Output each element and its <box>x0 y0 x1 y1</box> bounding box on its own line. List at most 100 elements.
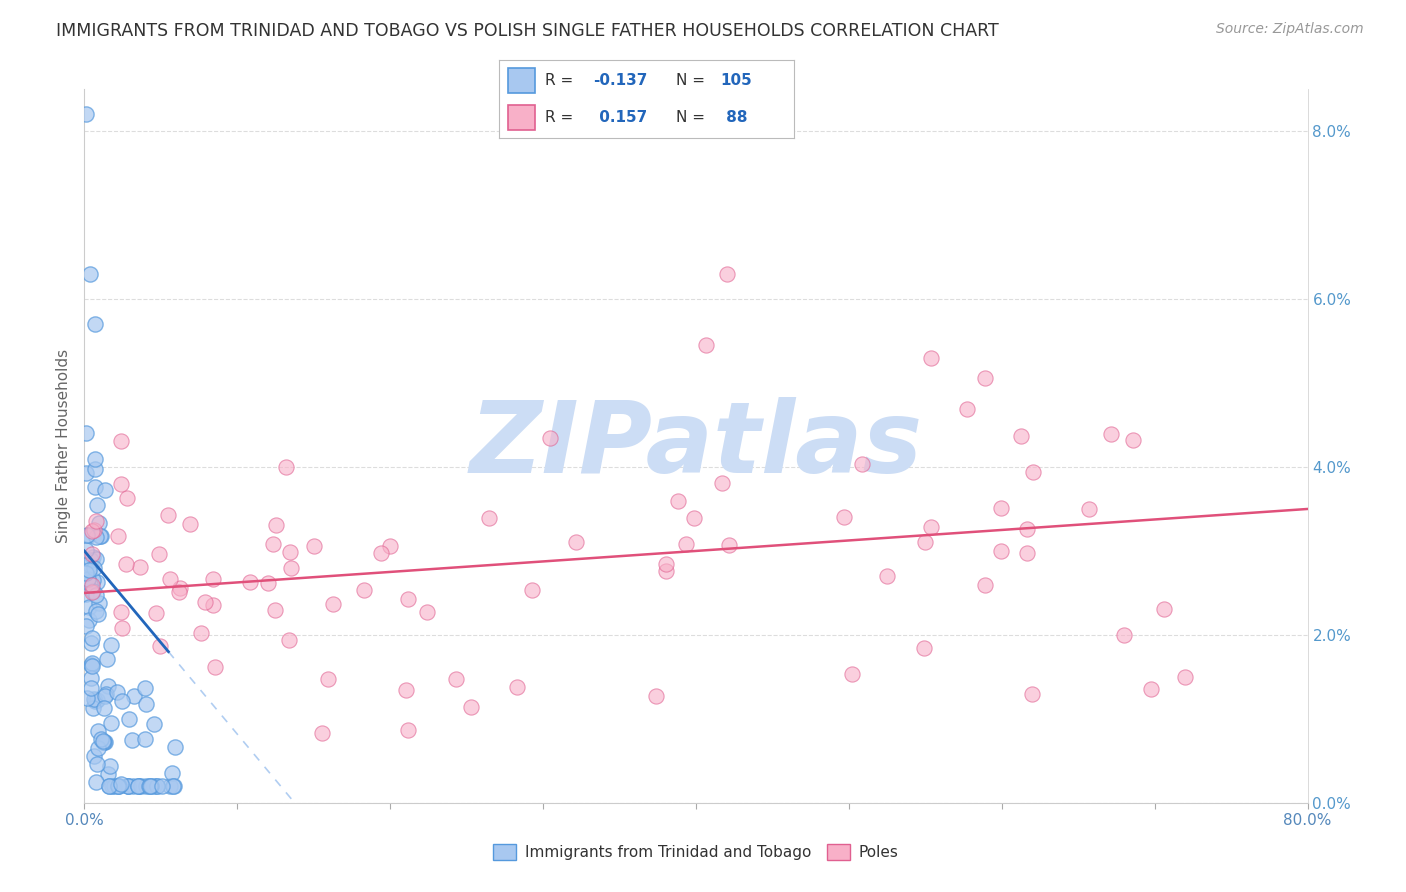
Text: ZIPatlas: ZIPatlas <box>470 398 922 494</box>
Point <box>75 587 97 601</box>
Point <box>107 529 129 543</box>
Point <box>82 701 104 715</box>
Point <box>90 528 112 542</box>
Point <box>110 434 132 448</box>
Point <box>97 679 120 693</box>
Point <box>1140 681 1163 696</box>
Point <box>96 688 118 702</box>
Point <box>129 560 152 574</box>
Point <box>82 574 104 588</box>
Point <box>139 779 162 793</box>
Point <box>538 431 561 445</box>
FancyBboxPatch shape <box>508 68 534 93</box>
Point <box>83 560 105 574</box>
Text: IMMIGRANTS FROM TRINIDAD AND TOBAGO VS POLISH SINGLE FATHER HOUSEHOLDS CORRELATI: IMMIGRANTS FROM TRINIDAD AND TOBAGO VS P… <box>56 22 1000 40</box>
Point <box>311 726 333 740</box>
Point <box>974 371 997 385</box>
Point <box>110 476 132 491</box>
Point <box>82 550 104 565</box>
Point <box>84 530 107 544</box>
Point <box>666 494 689 508</box>
Point <box>75 107 97 121</box>
Point <box>80 585 103 599</box>
Point <box>675 537 697 551</box>
Point <box>280 561 302 575</box>
Point <box>101 779 124 793</box>
Point <box>1114 628 1136 642</box>
Point <box>157 508 180 523</box>
Point <box>1122 433 1144 447</box>
Point <box>990 544 1012 558</box>
Point <box>84 462 107 476</box>
Point <box>84 318 107 332</box>
Point <box>100 638 122 652</box>
Point <box>89 529 111 543</box>
Point <box>93 483 115 498</box>
Point <box>79 267 101 281</box>
Point <box>107 779 129 793</box>
Point <box>165 739 187 754</box>
Point <box>75 425 97 440</box>
Point <box>87 741 110 756</box>
Point <box>139 779 162 793</box>
Point <box>111 693 134 707</box>
Point <box>134 681 156 695</box>
Point <box>159 779 181 793</box>
Point <box>80 658 103 673</box>
Point <box>75 467 97 481</box>
Point <box>262 537 284 551</box>
Legend: Immigrants from Trinidad and Tobago, Poles: Immigrants from Trinidad and Tobago, Pol… <box>486 838 905 866</box>
Text: R =: R = <box>546 72 578 87</box>
Point <box>87 516 110 530</box>
Point <box>146 779 169 793</box>
Text: N =: N = <box>676 72 706 87</box>
Point <box>87 596 110 610</box>
Point <box>710 475 733 490</box>
Point <box>80 636 103 650</box>
Point <box>920 519 942 533</box>
Point <box>167 585 190 599</box>
Point <box>131 779 153 793</box>
Point <box>974 578 997 592</box>
Point <box>322 597 344 611</box>
Point <box>145 606 167 620</box>
Point <box>86 757 108 772</box>
Point <box>103 779 125 793</box>
Point <box>834 510 856 524</box>
Point <box>127 779 149 793</box>
Point <box>80 547 103 561</box>
Point <box>717 537 740 551</box>
Point <box>83 748 105 763</box>
Point <box>98 779 121 793</box>
Point <box>77 599 100 614</box>
Point <box>107 779 129 793</box>
Point <box>956 402 979 417</box>
Point <box>82 656 104 670</box>
Point <box>565 535 588 549</box>
Point <box>695 337 717 351</box>
Point <box>83 451 105 466</box>
Point <box>86 498 108 512</box>
Point <box>98 779 121 793</box>
Point <box>79 577 101 591</box>
Point <box>80 524 103 538</box>
Point <box>380 539 402 553</box>
Point <box>135 779 157 793</box>
Point <box>148 548 170 562</box>
FancyBboxPatch shape <box>508 105 534 130</box>
Point <box>138 779 160 793</box>
Point <box>122 779 145 793</box>
Point <box>77 528 100 542</box>
Point <box>444 672 467 686</box>
Point <box>1099 427 1122 442</box>
Point <box>841 667 863 681</box>
Point <box>145 779 167 793</box>
Point <box>93 735 115 749</box>
Point <box>75 566 97 581</box>
Point <box>110 605 132 619</box>
Point <box>94 689 117 703</box>
Point <box>82 583 104 598</box>
Point <box>96 652 118 666</box>
Point <box>100 716 122 731</box>
Point <box>160 766 183 780</box>
